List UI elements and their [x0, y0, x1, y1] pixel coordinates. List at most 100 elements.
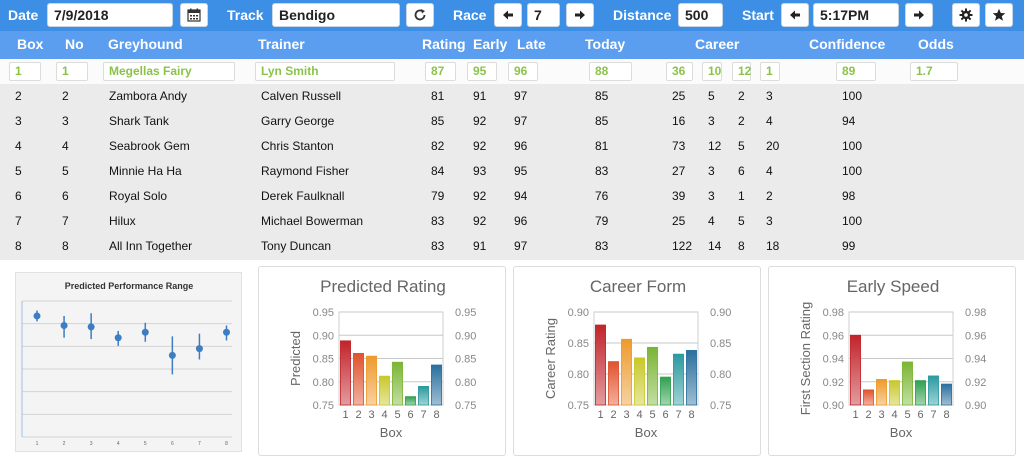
col-late[interactable]: Late [517, 36, 546, 52]
cell-early: 92 [473, 114, 487, 128]
cell-box: 1 [15, 64, 22, 78]
bar [405, 396, 416, 406]
cell-trainer: Lyn Smith [261, 64, 319, 78]
y-tick-label: 0.75 [313, 400, 334, 412]
table-row[interactable]: 4 4 Seabrook Gem Chris Stanton 82 92 96 81 73 12 5… [0, 134, 1024, 159]
start-next-button[interactable] [905, 3, 933, 27]
cell-greyhound: Seabrook Gem [109, 139, 190, 153]
bar [608, 361, 619, 406]
cell-c4: 20 [766, 139, 780, 153]
cell-box [467, 62, 497, 81]
cell-today: 79 [595, 214, 609, 228]
track-input[interactable]: Bendigo [272, 3, 400, 27]
col-trainer[interactable]: Trainer [258, 36, 305, 52]
cell-c2: 14 [708, 239, 722, 253]
table-row[interactable]: 5 5 Minnie Ha Ha Raymond Fisher 84 93 95 83 27 3 6… [0, 159, 1024, 184]
calendar-button[interactable] [180, 3, 208, 27]
refresh-button[interactable] [406, 3, 434, 27]
early-speed-chart: Early Speed 0.90 0.90 0.92 0.92 0.94 0.94 0.96 0… [798, 277, 986, 440]
cell-c1: 122 [672, 239, 693, 253]
cell-rating: 81 [431, 89, 445, 103]
cell-c3: 8 [738, 239, 745, 253]
col-rating[interactable]: Rating [422, 36, 466, 52]
cell-today: 85 [595, 114, 609, 128]
tick-label: 8 [225, 441, 228, 447]
cell-late: 96 [514, 139, 528, 153]
y-axis-label: First Section Rating [798, 302, 813, 415]
y-tick-label: 0.85 [313, 354, 334, 366]
cell-no: 3 [62, 114, 69, 128]
cell-rating: 84 [431, 164, 445, 178]
bar [941, 383, 952, 406]
cell-trainer: Chris Stanton [261, 139, 334, 153]
start-time-input[interactable]: 5:17PM [813, 3, 899, 27]
col-no[interactable]: No [65, 36, 84, 52]
cell-box [910, 62, 958, 81]
range-point [223, 328, 230, 336]
gear-icon [959, 8, 973, 22]
cell-box [9, 62, 41, 81]
cell-greyhound: Hilux [109, 214, 136, 228]
predicted-rating-panel: Predicted Rating 0.75 0.75 0.80 0.80 0.85 0.85… [258, 266, 506, 456]
cell-early: 91 [473, 89, 487, 103]
x-tick-label: 2 [865, 409, 871, 421]
range-point [60, 321, 68, 329]
col-career[interactable]: Career [695, 36, 740, 52]
cell-today: 83 [595, 164, 609, 178]
distance-input[interactable]: 500 [678, 3, 723, 27]
x-tick-label: 7 [420, 409, 426, 421]
col-greyhound[interactable]: Greyhound [108, 36, 183, 52]
cell-box [56, 62, 88, 81]
y-axis-label: Career Rating [543, 318, 558, 399]
cell-c4: 2 [766, 189, 773, 203]
x-tick-label: 5 [649, 409, 655, 421]
x-axis-label: Box [890, 425, 913, 440]
x-tick-label: 5 [904, 409, 910, 421]
cell-box: 3 [15, 114, 22, 128]
cell-no: 2 [62, 89, 69, 103]
cell-c4: 4 [766, 164, 773, 178]
race-prev-button[interactable] [494, 3, 522, 27]
date-input[interactable]: 7/9/2018 [47, 3, 173, 27]
cell-today: 83 [595, 239, 609, 253]
col-confidence[interactable]: Confidence [809, 36, 886, 52]
col-today[interactable]: Today [585, 36, 626, 52]
x-tick-label: 2 [355, 409, 361, 421]
col-early[interactable]: Early [473, 36, 508, 52]
cell-box [760, 62, 780, 81]
cell-box [589, 62, 632, 81]
race-input[interactable]: 7 [527, 3, 560, 27]
y-tick-label: 0.95 [313, 307, 334, 319]
cell-trainer: Calven Russell [261, 89, 342, 103]
cell-trainer: Michael Bowerman [261, 214, 364, 228]
col-odds[interactable]: Odds [918, 36, 954, 52]
tick-label: 6 [171, 441, 174, 447]
x-tick-label: 5 [394, 409, 400, 421]
y2-tick-label: 0.98 [965, 307, 986, 319]
col-box[interactable]: Box [17, 36, 44, 52]
cell-c3: 12 [738, 64, 752, 78]
cell-early: 93 [473, 164, 487, 178]
y2-tick-label: 0.85 [710, 338, 731, 350]
bar [686, 350, 697, 406]
cell-early: 95 [473, 64, 487, 78]
table-row[interactable]: 1 1 Megellas Fairy Lyn Smith 87 95 96 88 36 10 12 1… [0, 59, 1024, 84]
cell-c1: 16 [672, 114, 686, 128]
early-speed-panel: Early Speed 0.90 0.90 0.92 0.92 0.94 0.94 0.96 0… [768, 266, 1016, 456]
cell-early: 92 [473, 214, 487, 228]
settings-button[interactable] [952, 3, 980, 27]
table-row[interactable]: 8 8 All Inn Together Tony Duncan 83 91 97 83 122… [0, 234, 1024, 259]
x-axis-label: Box [635, 425, 658, 440]
table-row[interactable]: 2 2 Zambora Andy Calven Russell 81 91 97 85 25 5 2… [0, 84, 1024, 109]
table-row[interactable]: 3 3 Shark Tank Garry George 85 92 97 85 16 3 2 4 94 [0, 109, 1024, 134]
start-prev-button[interactable] [781, 3, 809, 27]
race-next-button[interactable] [566, 3, 594, 27]
favorite-button[interactable] [985, 3, 1013, 27]
x-tick-label: 7 [675, 409, 681, 421]
cell-c2: 3 [708, 164, 715, 178]
x-tick-label: 2 [610, 409, 616, 421]
range-point [195, 345, 203, 353]
table-row[interactable]: 7 7 Hilux Michael Bowerman 83 92 96 79 25 4 5 3 100 [0, 209, 1024, 234]
table-row[interactable]: 6 6 Royal Solo Derek Faulknall 79 92 94 76 39 3 1 2… [0, 184, 1024, 209]
cell-c3: 5 [738, 139, 745, 153]
